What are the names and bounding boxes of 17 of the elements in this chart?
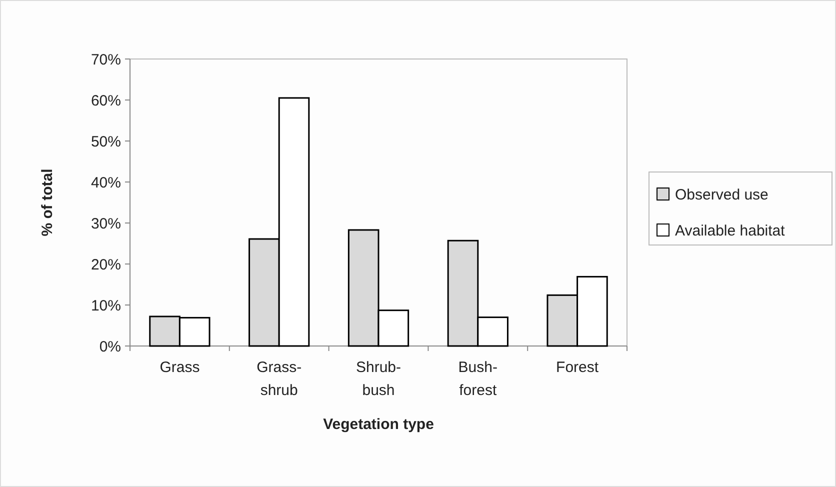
y-tick-label: 50%: [90, 133, 121, 150]
x-tick-label: Forest: [556, 359, 600, 376]
y-tick-label: 40%: [90, 174, 121, 192]
legend-label: Available habitat: [675, 222, 786, 240]
x-tick-label: Shrub-bush: [356, 359, 402, 399]
legend-label: Observed use: [675, 186, 768, 204]
y-tick-label: 70%: [90, 51, 121, 68]
x-tick-label: Grass-shrub: [256, 359, 302, 399]
y-tick-label: 60%: [90, 92, 121, 110]
x-axis-title: Vegetation type: [323, 416, 434, 433]
y-tick-label: 30%: [90, 215, 121, 232]
y-tick-label: 20%: [90, 256, 121, 274]
y-axis-title: % of total: [39, 168, 56, 236]
x-tick-label: Bush-forest: [458, 359, 498, 399]
y-tick-label: 10%: [90, 297, 121, 314]
x-tick-label: Grass: [160, 359, 200, 376]
y-tick-label: 0%: [99, 338, 121, 356]
